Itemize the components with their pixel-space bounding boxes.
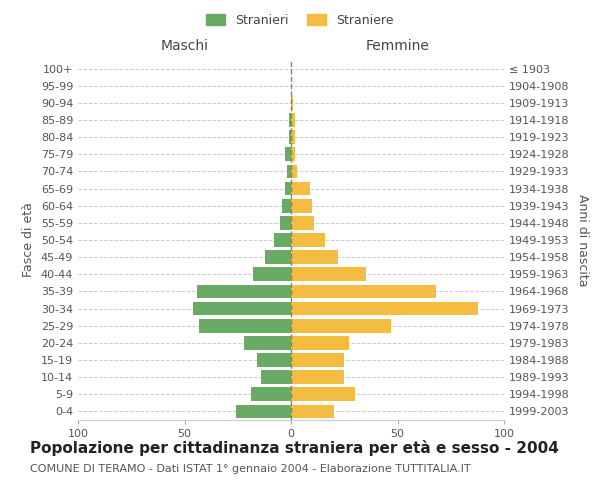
Bar [291,268,365,281]
Bar [291,113,295,127]
Bar [291,130,295,144]
Bar [199,319,291,332]
Bar [291,250,338,264]
Bar [291,284,436,298]
Bar [291,336,349,349]
Bar [291,302,478,316]
Bar [291,353,344,367]
Bar [261,370,291,384]
Bar [244,336,291,349]
Text: Maschi: Maschi [161,39,209,53]
Bar [251,388,291,401]
Bar [291,319,391,332]
Legend: Stranieri, Straniere: Stranieri, Straniere [202,8,398,32]
Bar [287,164,291,178]
Bar [283,199,291,212]
Bar [280,216,291,230]
Bar [253,268,291,281]
Bar [284,182,291,196]
Bar [291,388,355,401]
Bar [291,164,298,178]
Bar [291,404,334,418]
Bar [265,250,291,264]
Bar [291,148,295,161]
Bar [236,404,291,418]
Bar [291,199,313,212]
Bar [291,370,344,384]
Bar [289,113,291,127]
Y-axis label: Anni di nascita: Anni di nascita [576,194,589,286]
Text: Popolazione per cittadinanza straniera per età e sesso - 2004: Popolazione per cittadinanza straniera p… [30,440,559,456]
Bar [291,96,293,110]
Text: COMUNE DI TERAMO - Dati ISTAT 1° gennaio 2004 - Elaborazione TUTTITALIA.IT: COMUNE DI TERAMO - Dati ISTAT 1° gennaio… [30,464,470,474]
Text: Femmine: Femmine [365,39,430,53]
Bar [291,233,325,247]
Bar [289,130,291,144]
Bar [284,148,291,161]
Bar [291,182,310,196]
Y-axis label: Fasce di età: Fasce di età [22,202,35,278]
Bar [257,353,291,367]
Bar [274,233,291,247]
Bar [291,216,314,230]
Bar [197,284,291,298]
Bar [193,302,291,316]
